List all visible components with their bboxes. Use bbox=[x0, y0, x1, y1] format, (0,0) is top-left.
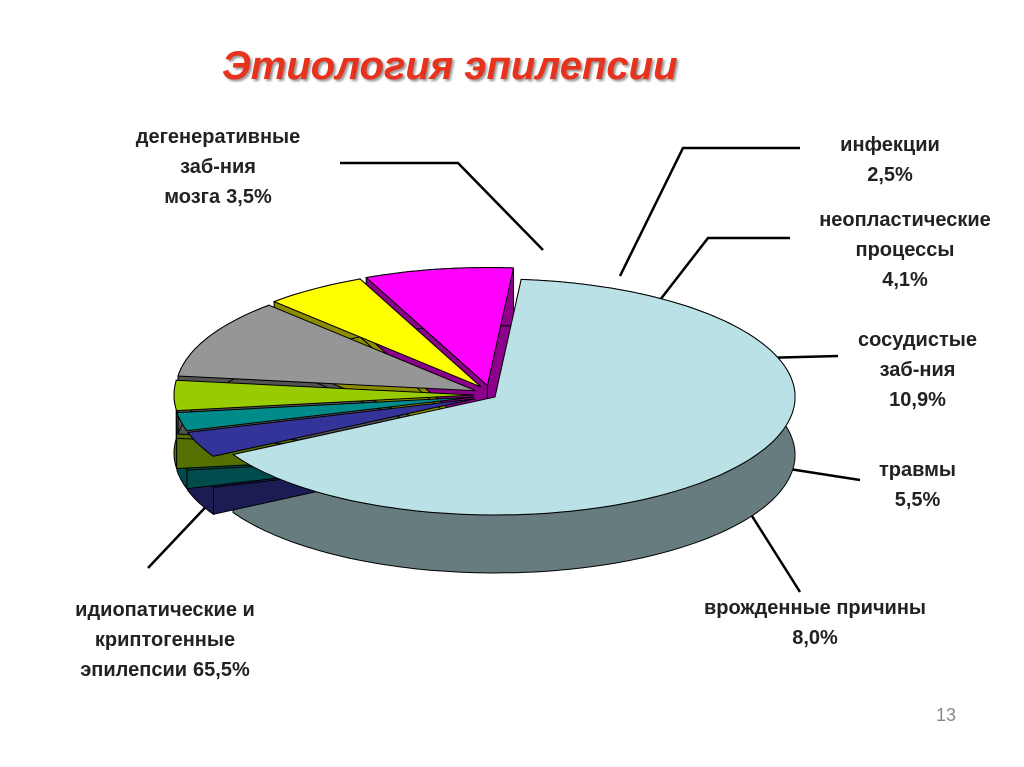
value-label: 10,9% bbox=[889, 389, 946, 411]
slice-label: дегенеративные заб-ния мозга 3,5% bbox=[98, 122, 338, 212]
value-label: 65,5% bbox=[193, 659, 250, 681]
chart-title: Этиология эпилепсии bbox=[222, 44, 678, 88]
category-label: инфекции bbox=[840, 134, 940, 156]
category-label: травмы bbox=[878, 459, 957, 481]
category-label: неопластические процессы bbox=[819, 209, 991, 261]
category-label: идиопатические и криптогенные эпилепсии bbox=[75, 599, 255, 681]
slice bbox=[176, 396, 475, 432]
slice bbox=[177, 304, 476, 392]
slice-label: инфекции 2,5% bbox=[810, 130, 970, 190]
value-label: 2,5% bbox=[867, 164, 913, 186]
slice bbox=[365, 266, 515, 387]
slice-label: травмы 5,5% bbox=[845, 455, 990, 515]
value-label: 3,5% bbox=[226, 186, 272, 208]
slice-label: врожденные причины 8,0% bbox=[660, 593, 970, 653]
leader-line bbox=[659, 236, 790, 301]
slice bbox=[272, 278, 482, 388]
slice bbox=[232, 278, 796, 516]
category-label: сосудистые заб-ния bbox=[858, 329, 977, 381]
value-label: 5,5% bbox=[894, 489, 941, 511]
slice-label: неопластические процессы 4,1% bbox=[785, 205, 1024, 295]
slice-label: идиопатические и криптогенные эпилепсии 6… bbox=[30, 595, 300, 685]
value-label: 4,1% bbox=[882, 269, 928, 291]
leader-line bbox=[618, 146, 800, 277]
category-label: дегенеративные заб-ния мозга bbox=[135, 126, 301, 208]
page-number: 13 bbox=[936, 705, 957, 725]
slice-label: сосудистые заб-ния 10,9% bbox=[830, 325, 1005, 415]
slice bbox=[186, 398, 476, 457]
value-label: 8,0% bbox=[792, 627, 838, 649]
pie-tops bbox=[173, 266, 796, 516]
slice bbox=[173, 379, 475, 412]
category-label: врожденные причины bbox=[703, 597, 927, 619]
leader-line bbox=[340, 161, 544, 251]
